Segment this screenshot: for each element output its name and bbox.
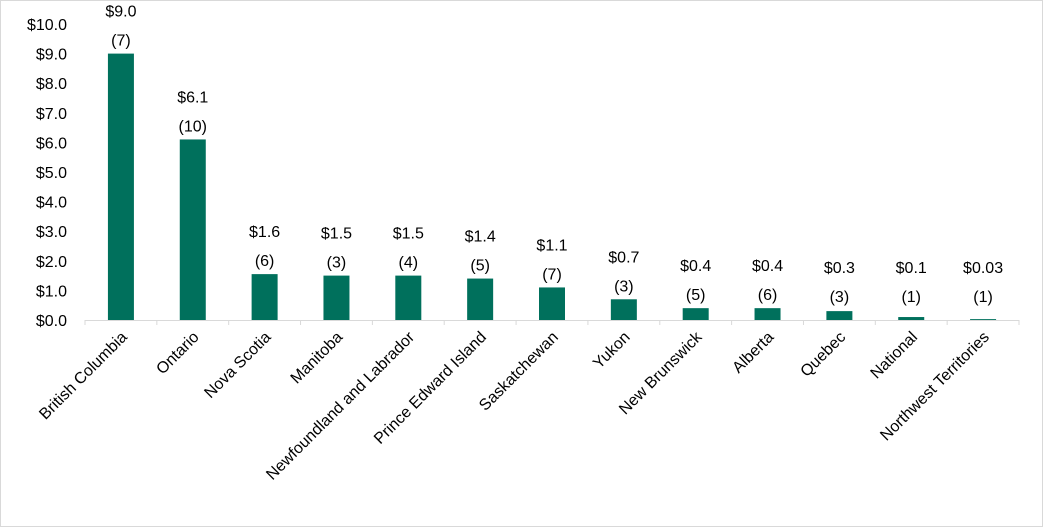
category-label: British Columbia	[36, 329, 130, 423]
y-tick-label: $2.0	[36, 254, 67, 271]
value-label: $1.4	[465, 229, 496, 246]
y-tick-label: $6.0	[36, 135, 67, 152]
value-label: $0.7	[608, 249, 639, 266]
bar	[467, 278, 494, 320]
value-label: $1.6	[249, 224, 280, 241]
count-label: (6)	[255, 253, 275, 270]
category-label: Manitoba	[288, 329, 347, 388]
value-label: $1.5	[393, 226, 424, 243]
bar	[970, 319, 997, 320]
bar	[251, 274, 278, 320]
value-label: $1.5	[321, 226, 352, 243]
bar	[898, 317, 925, 320]
data-labels: (7) $9.0 (10) $6.1 (6) $1.6 (3) $1.5 (4) $1.5 (5) $…	[105, 4, 1003, 306]
count-label: (3)	[830, 289, 850, 306]
count-label: (1)	[973, 289, 993, 306]
y-tick-label: $7.0	[36, 106, 67, 123]
bar	[682, 308, 709, 320]
bar	[610, 299, 637, 320]
count-label: (10)	[179, 118, 207, 135]
y-tick-label: $0.0	[36, 313, 67, 330]
y-tick-label: $1.0	[36, 283, 67, 300]
x-axis-tick-marks	[84, 320, 1020, 325]
category-label: National	[868, 329, 922, 383]
bar	[539, 287, 565, 320]
count-label: (7)	[542, 266, 562, 283]
bar	[179, 139, 206, 320]
bar	[826, 311, 853, 320]
bar	[323, 275, 350, 320]
count-label: (4)	[399, 255, 419, 272]
category-label: Newfoundland and Labrador	[263, 328, 418, 483]
y-tick-label: $3.0	[36, 224, 67, 241]
y-tick-label: $4.0	[36, 195, 67, 212]
y-axis-ticks: $0.0 $1.0 $2.0 $3.0 $4.0 $5.0 $6.0 $7.0 $8.0 $9.0…	[27, 17, 67, 330]
count-label: (3)	[614, 278, 634, 295]
value-label: $0.4	[680, 258, 711, 275]
count-label: (5)	[470, 258, 490, 275]
value-label: $0.3	[824, 260, 855, 277]
bars	[107, 53, 997, 320]
value-label: $0.4	[752, 258, 783, 275]
value-label: $9.0	[105, 4, 136, 21]
count-label: (7)	[111, 33, 131, 50]
category-label: Quebec	[798, 329, 850, 381]
category-label: Ontario	[153, 329, 202, 378]
bar	[754, 308, 781, 320]
category-label: Alberta	[729, 329, 777, 377]
category-label: Nova Scotia	[201, 329, 274, 402]
value-label: $0.1	[896, 260, 927, 277]
y-tick-label: $9.0	[36, 47, 67, 64]
bar	[395, 275, 422, 320]
bar	[107, 53, 134, 320]
count-label: (3)	[327, 255, 347, 272]
count-label: (6)	[758, 287, 778, 304]
y-tick-label: $8.0	[36, 76, 67, 93]
count-label: (1)	[901, 289, 921, 306]
value-label: $0.03	[963, 260, 1003, 277]
y-tick-label: $5.0	[36, 165, 67, 182]
category-label: Yukon	[590, 329, 633, 372]
count-label: (5)	[686, 287, 706, 304]
value-label: $6.1	[177, 89, 208, 106]
y-tick-label: $10.0	[27, 17, 67, 34]
value-label: $1.1	[536, 237, 567, 254]
